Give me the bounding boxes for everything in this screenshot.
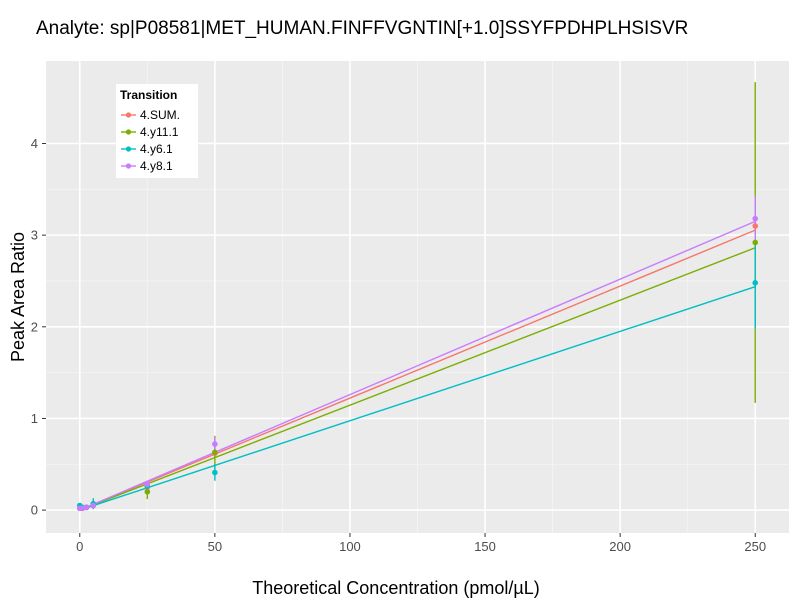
y-axis-title: Peak Area Ratio (8, 232, 28, 362)
legend-key-point (125, 163, 132, 169)
data-point (752, 239, 759, 246)
x-tick-label: 0 (76, 539, 83, 554)
fit-line (79, 247, 756, 511)
legend-label: 4.y8.1 (140, 159, 173, 173)
x-axis-title: Theoretical Concentration (pmol/µL) (252, 578, 540, 598)
data-points (76, 215, 759, 512)
legend-label: 4.y11.1 (140, 125, 179, 139)
y-tick-label: 3 (31, 228, 38, 243)
fit-line (79, 220, 756, 511)
grid-minor (46, 61, 789, 533)
y-tick-label: 0 (31, 503, 38, 518)
y-tick-label: 1 (31, 411, 38, 426)
legend-items: 4.SUM. 4.y11.1 4.y6.1 4.y8.1 (121, 108, 180, 173)
x-tick-label: 50 (208, 539, 222, 554)
legend-key-point (125, 129, 132, 135)
x-tick-label: 200 (609, 539, 631, 554)
data-point (144, 481, 151, 488)
fit-line (79, 229, 756, 511)
data-point (144, 488, 151, 495)
fit-lines (79, 220, 756, 511)
fit-line (79, 286, 756, 511)
legend: Transition 4.SUM. 4.y11.1 4.y6.1 4.y8.1 (116, 84, 198, 178)
x-tick-label: 250 (744, 539, 766, 554)
x-axis: 0 50 100 150 200 250 (76, 533, 766, 554)
data-point (212, 469, 218, 476)
legend-title: Transition (120, 88, 177, 102)
x-tick-label: 150 (474, 539, 496, 554)
y-axis: 0 1 2 3 4 (31, 136, 46, 518)
chart-title: Analyte: sp|P08581|MET_HUMAN.FINFFVGNTIN… (36, 18, 688, 39)
y-tick-label: 4 (31, 136, 38, 151)
data-point (752, 279, 759, 286)
legend-key-point (125, 146, 132, 152)
data-point (90, 502, 97, 509)
data-point (752, 215, 759, 222)
y-tick-label: 2 (31, 319, 38, 334)
x-tick-label: 100 (339, 539, 361, 554)
data-point (212, 441, 218, 447)
data-point (212, 449, 218, 456)
legend-key-point (125, 112, 132, 118)
data-point (752, 223, 759, 229)
legend-label: 4.y6.1 (140, 142, 173, 156)
legend-label: 4.SUM. (140, 108, 180, 122)
data-point (83, 504, 90, 511)
